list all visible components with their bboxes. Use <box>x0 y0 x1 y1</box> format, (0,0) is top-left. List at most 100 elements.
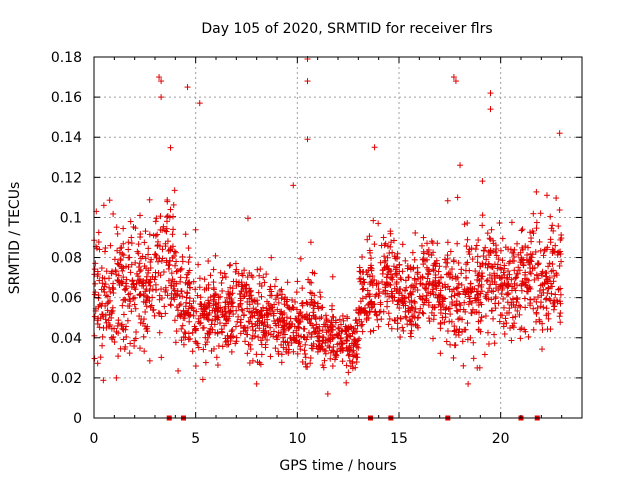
data-point <box>503 275 510 282</box>
data-point <box>260 327 267 334</box>
data-point <box>248 309 255 316</box>
data-point <box>419 273 426 280</box>
data-point <box>217 269 224 276</box>
data-point <box>547 213 554 220</box>
data-point <box>556 130 563 137</box>
data-point <box>405 305 412 312</box>
data-point <box>154 238 161 245</box>
data-point <box>513 295 520 302</box>
data-point <box>275 322 282 329</box>
data-point <box>115 353 122 360</box>
data-point <box>410 288 417 295</box>
data-point <box>539 346 546 353</box>
data-point <box>493 245 500 252</box>
data-point <box>122 326 129 333</box>
data-point <box>272 276 279 283</box>
data-point <box>537 303 544 310</box>
data-point <box>140 316 147 323</box>
data-point <box>297 309 304 316</box>
data-point <box>522 243 529 250</box>
data-point <box>510 249 517 256</box>
data-point <box>550 303 557 310</box>
data-point <box>400 294 407 301</box>
data-point <box>309 345 316 352</box>
data-point <box>353 343 360 350</box>
data-point <box>105 299 112 306</box>
data-point <box>227 261 234 268</box>
data-point <box>305 329 312 336</box>
data-point <box>247 341 254 348</box>
data-point <box>319 327 326 334</box>
data-point <box>543 276 550 283</box>
data-point <box>302 313 309 320</box>
data-point <box>301 334 308 341</box>
data-point <box>378 242 385 249</box>
data-point <box>314 300 321 307</box>
data-point <box>448 301 455 308</box>
data-point <box>479 178 486 185</box>
data-point <box>372 308 379 315</box>
data-point <box>370 217 377 224</box>
data-point <box>135 273 142 280</box>
data-point <box>464 259 471 266</box>
data-point <box>162 240 169 247</box>
data-point <box>92 289 99 296</box>
data-point <box>302 341 309 348</box>
data-point <box>514 270 521 277</box>
data-point <box>534 294 541 301</box>
data-point <box>475 282 482 289</box>
data-point <box>281 322 288 329</box>
data-point <box>185 280 192 287</box>
data-point <box>111 338 118 345</box>
data-point <box>295 313 302 320</box>
data-point <box>244 350 251 357</box>
data-point <box>498 266 505 273</box>
data-point <box>444 252 451 259</box>
data-point <box>157 213 164 220</box>
data-point <box>526 284 533 291</box>
data-point <box>525 277 532 284</box>
data-point <box>243 331 250 338</box>
data-point <box>272 296 279 303</box>
data-point <box>298 300 305 307</box>
data-point <box>477 328 484 335</box>
data-point <box>146 231 153 238</box>
data-point <box>179 293 186 300</box>
data-point <box>132 286 139 293</box>
data-point <box>302 350 309 357</box>
y-tick-label: 0 <box>73 411 82 427</box>
data-point <box>554 249 561 256</box>
data-point <box>288 339 295 346</box>
data-point <box>533 225 540 232</box>
data-point <box>196 275 203 282</box>
data-point <box>216 320 223 327</box>
data-point <box>433 285 440 292</box>
data-point <box>320 346 327 353</box>
data-point <box>200 324 207 331</box>
data-point <box>477 263 484 270</box>
data-point <box>404 321 411 328</box>
data-point <box>461 221 468 228</box>
data-point <box>229 299 236 306</box>
data-point <box>124 317 131 324</box>
data-point <box>511 246 518 253</box>
data-point <box>478 288 485 295</box>
data-point <box>340 317 347 324</box>
data-point <box>310 309 317 316</box>
data-point <box>336 330 343 337</box>
data-point <box>456 326 463 333</box>
data-point <box>529 265 536 272</box>
data-point <box>415 314 422 321</box>
data-point <box>347 323 354 330</box>
data-point <box>505 282 512 289</box>
data-point <box>237 330 244 337</box>
data-point <box>376 290 383 297</box>
data-point <box>518 227 525 234</box>
data-point <box>464 220 471 227</box>
data-point <box>197 301 204 308</box>
data-point <box>549 246 556 253</box>
data-point <box>95 239 102 246</box>
data-point <box>205 297 212 304</box>
data-point <box>474 276 481 283</box>
data-point <box>304 78 311 85</box>
